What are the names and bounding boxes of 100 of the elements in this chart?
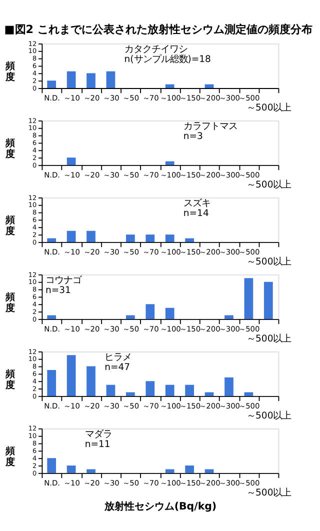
x-tick-label: ～50 (122, 401, 140, 410)
x-tick-label: ～30 (102, 248, 120, 257)
x-tick-label: ～200 (199, 94, 221, 103)
bar (204, 84, 214, 88)
x-tick-label: ～300 (218, 478, 240, 488)
y-axis-title: 頻度 (4, 61, 14, 84)
x-tick-label: ～30 (102, 478, 120, 488)
x-tick-label: ～200 (199, 478, 221, 488)
x-tick-label: ～300 (218, 94, 240, 103)
x-tick-label: ～20 (83, 170, 100, 180)
bar (86, 73, 96, 88)
bar (165, 308, 174, 319)
x-tick-label: ～30 (102, 94, 120, 103)
bar (126, 315, 135, 319)
x-tick-label: ～500以上 (246, 334, 292, 345)
bar (66, 355, 76, 396)
x-tick-label: ～20 (83, 324, 100, 334)
x-tick-label: ～50 (122, 324, 140, 334)
x-tick-label: ～30 (102, 170, 120, 180)
y-axis-title: 頻度 (4, 368, 14, 392)
x-tick-label: ～500以上 (246, 102, 292, 114)
chart-title: カタクチイワシ (124, 44, 188, 55)
text: n(サンプル総数)=18 (124, 54, 212, 66)
bar (86, 469, 96, 473)
x-tick-label: ～300 (218, 324, 240, 334)
bar (224, 377, 234, 396)
chart-title: コウナゴ (45, 274, 82, 286)
x-tick-label: ～10 (64, 170, 80, 180)
x-axis-title: 放射性セシウム(Bq/kg) (103, 500, 217, 513)
x-tick-label: ～300 (218, 248, 240, 257)
bar (126, 392, 135, 396)
chart-title: スズキ (183, 198, 210, 209)
x-tick-label: ～50 (122, 94, 140, 103)
x-tick-label: ～20 (83, 94, 100, 103)
x-tick-label: ～500 (238, 324, 260, 334)
y-axis-title: 頻度 (4, 292, 14, 314)
x-tick-label: ～500 (238, 478, 260, 488)
bar (126, 234, 135, 242)
x-tick-label: ～30 (102, 401, 120, 410)
x-tick-label: ～10 (64, 478, 80, 488)
text: n=3 (183, 131, 204, 142)
bar (185, 238, 194, 242)
bar (47, 458, 56, 473)
x-tick-label: N.D. (44, 478, 60, 488)
bar (165, 469, 174, 473)
x-tick-label: ～500以上 (246, 488, 292, 499)
x-tick-label: ～10 (64, 94, 80, 103)
x-tick-label: ～200 (199, 248, 221, 257)
x-tick-label: ～20 (83, 248, 100, 257)
x-tick-label: ～50 (122, 170, 140, 180)
x-tick-label: ～200 (199, 401, 221, 410)
x-tick-label: ～10 (64, 248, 80, 257)
x-tick-label: N.D. (44, 401, 60, 410)
bar (106, 384, 116, 396)
x-tick-label: ～150 (179, 324, 201, 334)
bar (86, 366, 96, 396)
x-tick-label: ～70 (142, 324, 160, 334)
y-axis-title: 頻度 (4, 446, 14, 468)
bar (165, 84, 174, 88)
x-tick-label: ～10 (64, 324, 80, 334)
x-tick-label: ～150 (179, 248, 201, 257)
bar (185, 466, 194, 473)
x-tick-label: ～500以上 (246, 410, 292, 422)
y-axis-title: 頻度 (4, 214, 14, 238)
bar (224, 315, 234, 319)
x-tick-label: ～70 (142, 401, 160, 410)
text: n=14 (183, 208, 209, 220)
bar (165, 234, 174, 242)
bar (47, 80, 56, 88)
x-tick-label: N.D. (44, 170, 60, 180)
bar (47, 238, 56, 242)
chart-title: カラフトマス (183, 120, 238, 132)
x-tick-label: ～100 (160, 248, 182, 257)
x-tick-label: ～300 (218, 170, 240, 180)
x-tick-label: ～100 (160, 478, 182, 488)
bar (47, 315, 56, 319)
bar (106, 71, 116, 88)
x-tick-label: ～500 (238, 248, 260, 257)
bar (264, 282, 273, 319)
x-tick-label: ～20 (83, 401, 100, 410)
x-tick-label: ～150 (179, 401, 201, 410)
x-tick-label: ～500以上 (246, 180, 292, 191)
bar (204, 469, 214, 473)
bar (66, 230, 76, 242)
bar (86, 230, 96, 242)
x-tick-label: ～20 (83, 478, 100, 488)
x-tick-label: ～200 (199, 170, 221, 180)
x-tick-label: ～70 (142, 248, 160, 257)
chart-title: マダラ (84, 428, 112, 440)
bar (146, 234, 155, 242)
x-tick-label: ～500 (238, 401, 260, 410)
text: ■図2 これまでに公表された放射性セシウム測定値の頻度分布 (4, 22, 312, 36)
bar (47, 370, 56, 396)
text: n=11 (84, 438, 110, 450)
bar (204, 392, 214, 396)
bar (244, 392, 254, 396)
chart-title: ヒラメ (104, 352, 132, 363)
bar (146, 381, 155, 396)
x-tick-label: ～100 (160, 401, 182, 410)
bar (66, 71, 76, 88)
